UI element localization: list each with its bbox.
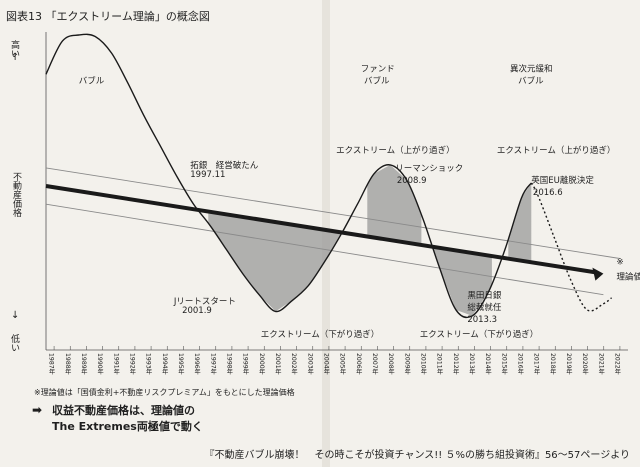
x-tick-label: 2014年: [484, 353, 491, 376]
x-tick-label: 2008年: [387, 353, 394, 376]
x-tick-label: 2009年: [403, 353, 410, 376]
chart-annotation: エクストリーム（上がり過ぎ）: [497, 145, 616, 156]
projected-price-curve: [530, 182, 613, 312]
x-tick-label: 2019年: [565, 353, 572, 376]
x-tick-label: 1994年: [161, 353, 168, 376]
theoretical-line-arrowhead: [592, 267, 604, 281]
chart-title: 図表13 「エクストリーム理論」の概念図: [6, 9, 210, 23]
x-tick-label: 1993年: [145, 353, 152, 376]
chart-annotation: エクストリーム（上がり過ぎ）: [336, 145, 455, 156]
x-tick-label: 2013年: [468, 353, 475, 376]
chart-annotation: エクストリーム（下がり過ぎ）: [261, 329, 380, 340]
chart-annotation: バブル: [79, 75, 105, 86]
x-tick-label: 2002年: [290, 353, 297, 376]
x-tick-label: 2007年: [371, 353, 378, 376]
chart-annotation: 理論値: [617, 272, 640, 283]
y-axis-low-label: 低い: [9, 333, 20, 352]
x-tick-label: 2016年: [516, 353, 523, 376]
source-caption: 『不動産バブル崩壊！ その時こそが投資チャンス!! ５%の勝ち組投資術』56〜5…: [205, 448, 630, 461]
y-axis-label: 不動産価格: [11, 172, 22, 218]
x-tick-label: 1991年: [112, 353, 119, 376]
x-tick-label: 1998年: [225, 353, 232, 376]
chart-annotation: 2008.9: [397, 176, 427, 186]
x-tick-label: 1999年: [242, 353, 249, 376]
x-tick-label: 2017年: [533, 353, 540, 376]
chart-annotation: 総裁就任: [467, 302, 502, 313]
deviation-shade-4: [508, 183, 532, 263]
theoretical-value-line: [45, 184, 598, 275]
x-tick-label: 2015年: [500, 353, 507, 376]
upper-band-line: [45, 167, 620, 259]
chart-annotation: ファンド: [361, 64, 395, 74]
deviation-shade-1: [208, 211, 343, 312]
x-tick-label: 1992年: [128, 353, 135, 376]
x-tick-label: 2003年: [306, 353, 313, 376]
chart-annotation: 拓銀 経営破たん: [190, 160, 259, 171]
y-axis-high-label: 高い: [9, 39, 20, 58]
down-arrow-icon: ↓: [11, 310, 19, 321]
x-tick-label: 2010年: [419, 353, 426, 376]
x-tick-label: 1989年: [80, 353, 87, 376]
takeaway-line-1: 収益不動産価格は、理論値の: [52, 403, 195, 417]
price-curve: [45, 33, 532, 319]
chart-annotation: 異次元緩和: [510, 63, 553, 74]
footnote: ※理論値は「国債金利+不動産リスクプレミアム」をもとにした理論価格: [34, 387, 295, 397]
x-tick-label: 1996年: [193, 353, 200, 376]
chart-annotation: 2013.3: [467, 315, 497, 325]
x-tick-label: 2006年: [355, 353, 362, 376]
chart-annotation: バブル: [518, 75, 544, 86]
x-tick-label: 2011年: [436, 353, 443, 376]
up-arrow-icon: ↑: [11, 52, 19, 63]
x-tick-label: 2001年: [274, 353, 281, 376]
deviation-shade-3: [432, 246, 492, 316]
x-tick-label: 2021年: [597, 353, 604, 376]
takeaway-arrow-icon: ➡: [32, 403, 42, 417]
lower-band-line: [45, 203, 604, 296]
x-tick-label: 2000年: [258, 353, 265, 376]
x-tick-label: 2020年: [581, 353, 588, 376]
chart-annotation: 黒田日銀: [467, 290, 502, 301]
x-tick-label: 1990年: [96, 353, 103, 376]
chart-annotation: リーマンショック: [395, 164, 463, 174]
chart-annotation: 2016.6: [533, 188, 563, 198]
x-tick-label: 2012年: [452, 353, 459, 376]
takeaway-line-2: The Extremes両極値で動く: [52, 419, 203, 433]
x-tick-label: 2005年: [339, 353, 346, 376]
x-tick-label: 2004年: [322, 353, 329, 376]
x-tick-label: 1987年: [48, 353, 55, 376]
chart-annotation: エクストリーム（下がり過ぎ）: [420, 329, 538, 340]
chart-annotation: 英国EU離脱決定: [531, 175, 594, 186]
x-tick-label: 1997年: [209, 353, 216, 376]
chart-annotation: ※: [617, 258, 624, 268]
x-tick-label: 1988年: [64, 353, 71, 376]
chart-annotation: 1997.11: [190, 170, 225, 180]
x-tick-label: 2022年: [613, 353, 620, 376]
chart-annotation: Jリートスタート: [173, 297, 236, 307]
chart-annotation: 2001.9: [182, 306, 212, 316]
x-tick-label: 1995年: [177, 353, 184, 376]
chart-annotation: バブル: [364, 75, 390, 86]
x-tick-label: 2018年: [549, 353, 556, 376]
